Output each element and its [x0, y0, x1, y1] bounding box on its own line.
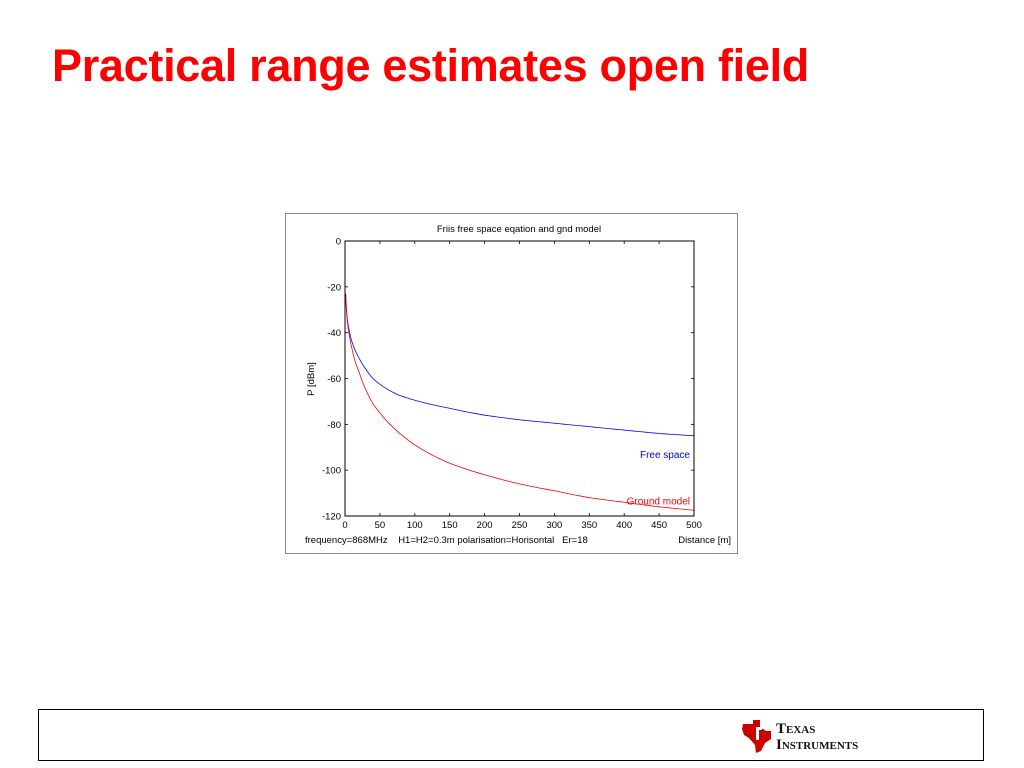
y-tick-label: -80	[327, 420, 341, 431]
x-tick-label: 0	[342, 520, 347, 531]
series-line-free-space	[345, 293, 695, 437]
chart-frame	[285, 213, 738, 554]
x-tick-label: 200	[477, 520, 493, 531]
x-tick-label: 500	[686, 520, 702, 531]
x-tick-label: 150	[442, 520, 458, 531]
series-label-free-space: Free space	[640, 450, 690, 461]
texas-instruments-logo: TEXAS INSTRUMENTS	[740, 716, 875, 756]
texas-instruments-logo-icon	[742, 720, 771, 753]
x-tick-label: 350	[581, 520, 597, 531]
y-tick-label: -40	[327, 328, 341, 339]
y-tick-label: -20	[327, 282, 341, 293]
footer-bar	[38, 709, 984, 761]
chart: 0 50 100 150 200 250 300 350 400 450 500 0 -20 -40 -60…	[285, 213, 738, 554]
y-tick-label: 0	[336, 237, 341, 248]
x-tick-label: 250	[512, 520, 528, 531]
y-axis-label: P [dBm]	[306, 362, 317, 396]
slide-title: Practical range estimates open field	[52, 40, 809, 91]
y-tick-label: -120	[322, 512, 341, 523]
chart-title: Friis free space eqation and gnd model	[437, 224, 601, 235]
series-label-ground-model: Ground model	[627, 496, 690, 507]
y-tick-label: -100	[322, 466, 341, 477]
chart-annotation: frequency=868MHz H1=H2=0.3m polarisation…	[305, 535, 588, 546]
x-tick-label: 400	[616, 520, 632, 531]
x-tick-label: 300	[546, 520, 562, 531]
series-line-ground-model	[345, 295, 695, 511]
x-tick-label: 50	[375, 520, 386, 531]
x-axis-label: Distance [m]	[678, 535, 731, 546]
y-tick-label: -60	[327, 374, 341, 385]
logo-word-instruments: INSTRUMENTS	[776, 737, 859, 753]
plot-area-border	[344, 240, 695, 517]
logo-word-texas: TEXAS	[776, 721, 816, 737]
x-tick-label: 100	[407, 520, 423, 531]
x-tick-label: 450	[651, 520, 667, 531]
